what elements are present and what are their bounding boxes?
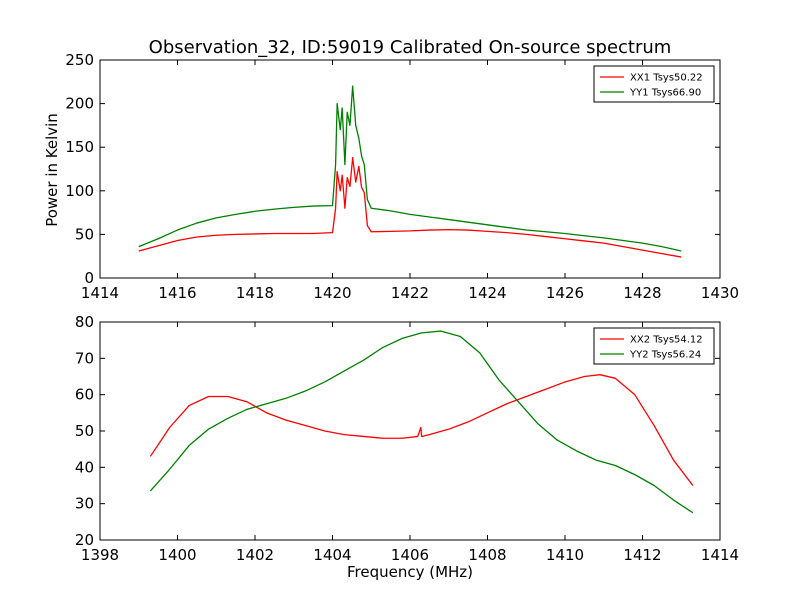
top-series-line-1 bbox=[138, 157, 682, 258]
top-plot-panel: 1414 1416 1418 1420 1422 1424 1426 1428 1430 0 50 1… bbox=[65, 51, 739, 302]
bottom-x-tick-label: 1406 bbox=[391, 546, 429, 564]
top-series-line-2 bbox=[138, 85, 682, 252]
top-y-tick-label: 250 bbox=[65, 51, 94, 69]
bottom-legend: XX2 Tsys54.12 YY2 Tsys56.24 bbox=[593, 327, 715, 365]
bottom-x-tick-label: 1414 bbox=[701, 546, 739, 564]
top-x-tick-label: 1418 bbox=[236, 284, 274, 302]
top-legend-label-2: YY1 Tsys66.90 bbox=[629, 88, 701, 99]
top-x-tick-label: 1416 bbox=[158, 284, 196, 302]
top-y-tick-label: 150 bbox=[65, 138, 94, 156]
bottom-x-tick-label: 1400 bbox=[158, 546, 196, 564]
bottom-y-tick-label: 60 bbox=[75, 386, 94, 404]
top-x-tick-label: 1420 bbox=[313, 284, 351, 302]
bottom-y-tick-label: 40 bbox=[75, 458, 94, 476]
top-x-tick-label: 1414 bbox=[81, 284, 119, 302]
top-y-tick-label: 0 bbox=[84, 269, 94, 287]
bottom-y-tick-label: 30 bbox=[75, 495, 94, 513]
top-legend-label-1: XX1 Tsys50.22 bbox=[630, 73, 703, 84]
top-y-tick-label: 100 bbox=[65, 182, 94, 200]
top-x-tick-label: 1428 bbox=[623, 284, 661, 302]
bottom-y-tick-label: 20 bbox=[75, 531, 94, 549]
bottom-y-tick-label: 70 bbox=[75, 349, 94, 367]
bottom-plot-panel: 1398 1400 1402 1404 1406 1408 1410 1412 1414 20 30… bbox=[75, 313, 739, 564]
top-y-tick-label: 200 bbox=[65, 95, 94, 113]
bottom-x-tick-label: 1398 bbox=[81, 546, 119, 564]
bottom-legend-box bbox=[593, 327, 715, 365]
y-axis-label: Power in Kelvin bbox=[43, 113, 61, 227]
chart-title: Observation_32, ID:59019 Calibrated On-s… bbox=[149, 37, 672, 58]
bottom-x-tick-label: 1410 bbox=[546, 546, 584, 564]
bottom-legend-label-1: XX2 Tsys54.12 bbox=[630, 335, 703, 346]
x-axis-label: Frequency (MHz) bbox=[347, 563, 473, 581]
bottom-x-tick-label: 1404 bbox=[313, 546, 351, 564]
top-y-tick-label: 50 bbox=[75, 225, 94, 243]
top-legend: XX1 Tsys50.22 YY1 Tsys66.90 bbox=[593, 65, 715, 103]
bottom-y-tick-label: 50 bbox=[75, 422, 94, 440]
bottom-series-line-1 bbox=[149, 374, 694, 486]
top-legend-box bbox=[593, 65, 715, 103]
top-x-tick-label: 1426 bbox=[546, 284, 584, 302]
top-x-tick-label: 1424 bbox=[468, 284, 506, 302]
top-x-tick-label: 1430 bbox=[701, 284, 739, 302]
bottom-x-tick-label: 1408 bbox=[468, 546, 506, 564]
bottom-legend-label-2: YY2 Tsys56.24 bbox=[629, 350, 701, 361]
bottom-series-line-2 bbox=[149, 330, 694, 514]
bottom-x-tick-label: 1402 bbox=[236, 546, 274, 564]
bottom-x-tick-label: 1412 bbox=[623, 546, 661, 564]
top-x-tick-label: 1422 bbox=[391, 284, 429, 302]
bottom-y-tick-label: 80 bbox=[75, 313, 94, 331]
